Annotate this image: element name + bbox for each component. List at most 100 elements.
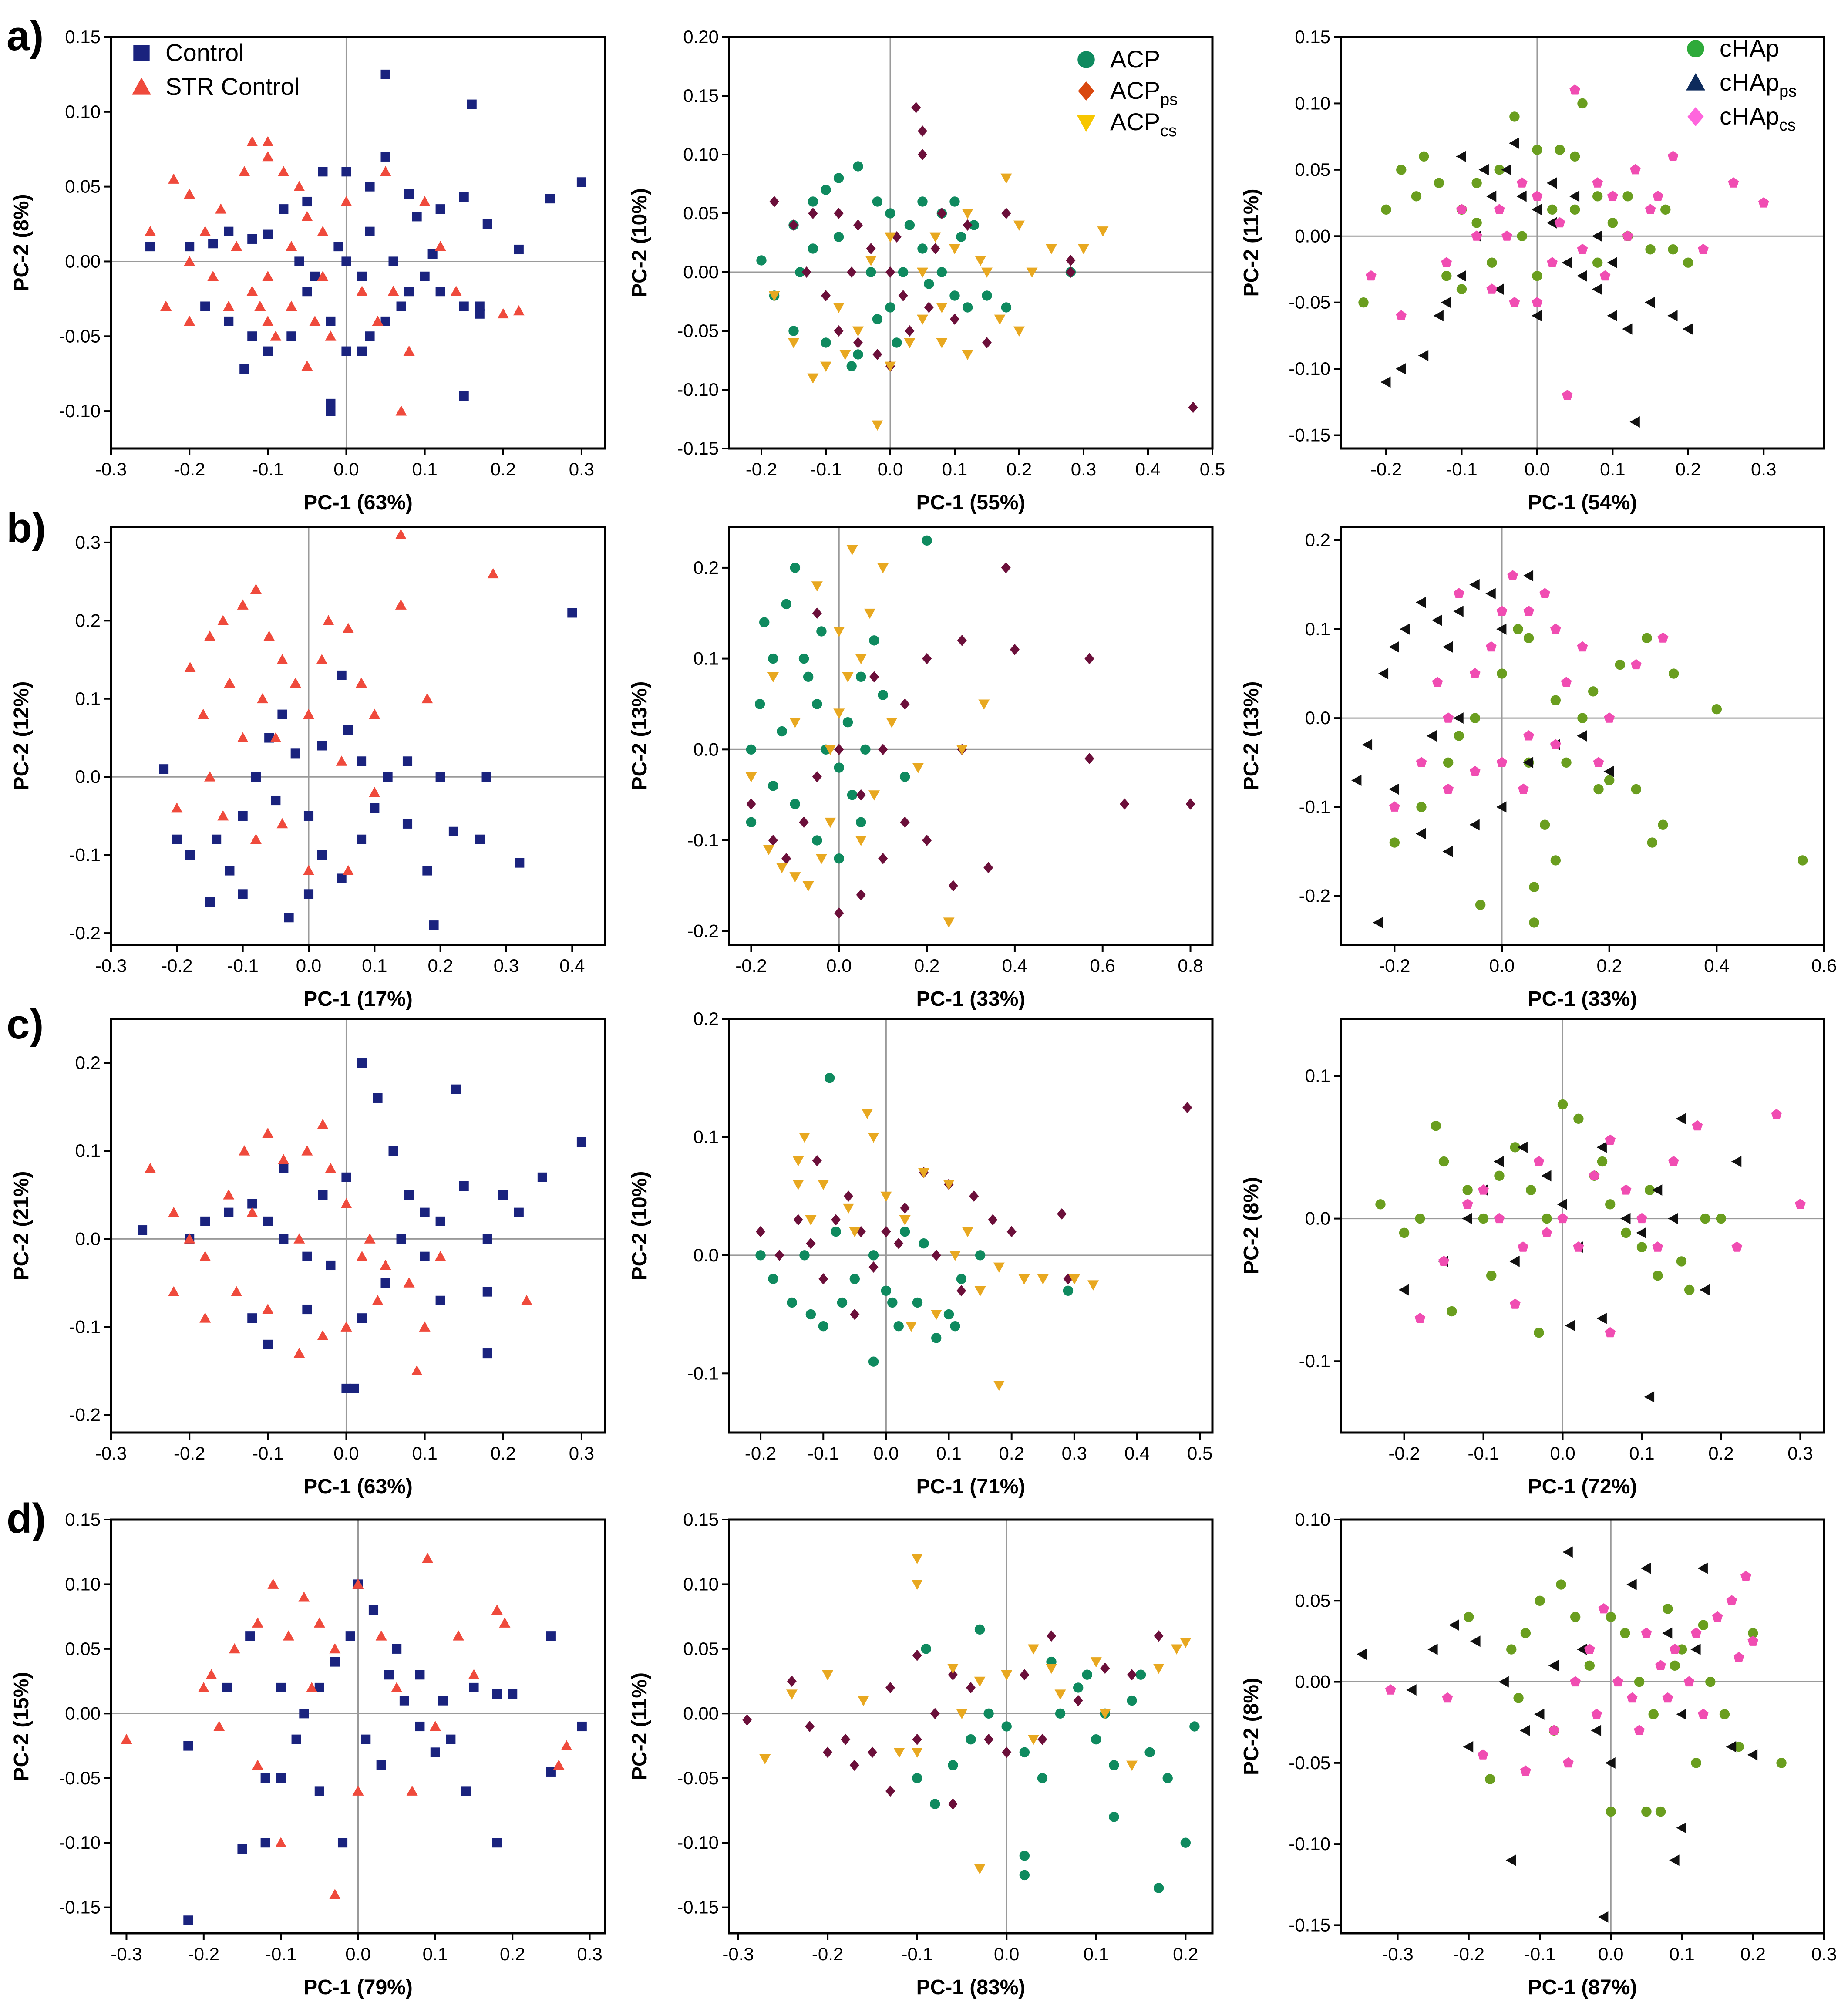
data-point xyxy=(808,243,818,254)
data-point xyxy=(930,1310,942,1320)
data-point xyxy=(341,1172,351,1182)
data-point xyxy=(974,1676,986,1687)
data-point xyxy=(1510,1142,1521,1153)
data-point xyxy=(974,1286,986,1297)
data-point xyxy=(521,1295,532,1305)
data-point xyxy=(1416,828,1426,839)
y-axis-title: PC-2 (11%) xyxy=(628,1672,651,1780)
data-point xyxy=(1351,775,1362,786)
data-point xyxy=(1389,837,1400,848)
data-point xyxy=(912,1773,922,1783)
y-tick-label: 0.1 xyxy=(1305,619,1330,639)
data-point xyxy=(420,1251,430,1261)
data-point xyxy=(801,266,811,278)
series-str-control xyxy=(171,529,499,875)
data-point xyxy=(508,1689,518,1699)
x-tick-label: -0.1 xyxy=(265,1944,296,1964)
data-point xyxy=(768,653,778,664)
data-point xyxy=(434,1251,446,1261)
data-point xyxy=(1733,1652,1744,1662)
chart-a1: -0.3 -0.2 -0.1 0.0 0.1 0.2 0.3 -0.10 -0.05 0.00 0.… xyxy=(10,27,606,514)
data-point xyxy=(482,1234,492,1244)
data-point xyxy=(1684,1284,1695,1295)
data-point xyxy=(1454,588,1464,598)
data-point xyxy=(1097,226,1109,237)
data-point xyxy=(238,811,248,821)
data-point xyxy=(1006,1226,1017,1237)
series-acpps xyxy=(769,102,1198,413)
data-point xyxy=(988,1214,998,1226)
data-point xyxy=(427,249,438,259)
data-point xyxy=(1057,1208,1067,1220)
data-point xyxy=(949,314,960,325)
data-point xyxy=(1591,1709,1602,1719)
data-point xyxy=(899,1226,910,1237)
data-point xyxy=(514,244,524,255)
data-point xyxy=(833,303,845,313)
data-point xyxy=(1153,1664,1165,1674)
data-point xyxy=(422,866,432,876)
data-point xyxy=(323,615,334,625)
data-point xyxy=(868,790,880,801)
data-point xyxy=(885,361,896,372)
x-tick-label: 0.3 xyxy=(577,1944,602,1964)
data-point xyxy=(205,1669,217,1679)
data-point xyxy=(962,1227,973,1237)
data-point xyxy=(1626,1579,1637,1591)
y-axis-title: PC-2 (11%) xyxy=(1240,189,1263,297)
plot-frame xyxy=(1340,1018,1825,1434)
data-point xyxy=(833,232,844,242)
data-point xyxy=(943,917,955,928)
data-point xyxy=(885,266,895,278)
data-point xyxy=(448,826,458,836)
x-tick-label: -0.1 xyxy=(252,459,283,479)
data-point xyxy=(1682,323,1693,335)
data-point xyxy=(326,316,336,326)
data-point xyxy=(912,763,924,774)
data-point xyxy=(1188,401,1198,413)
y-tick-label: -0.05 xyxy=(1289,1753,1330,1773)
data-point xyxy=(1644,1185,1655,1195)
data-point xyxy=(406,1785,418,1796)
data-point xyxy=(1434,178,1444,189)
data-point xyxy=(199,1251,211,1261)
data-point xyxy=(899,772,910,782)
legend-label: STR Control xyxy=(165,73,300,100)
data-point xyxy=(821,185,831,195)
data-point xyxy=(1389,801,1400,812)
data-point xyxy=(369,787,380,797)
data-point xyxy=(886,718,898,728)
y-axis-title: PC-2 (12%) xyxy=(10,681,33,791)
data-point xyxy=(224,1207,234,1217)
data-point xyxy=(1541,1227,1552,1237)
data-point xyxy=(403,1277,415,1288)
data-point xyxy=(1478,1184,1489,1195)
data-point xyxy=(301,211,313,221)
data-point xyxy=(459,1181,469,1191)
x-tick-label: 0.2 xyxy=(1740,1944,1766,1964)
data-point xyxy=(1432,614,1442,626)
data-point xyxy=(1438,1255,1449,1266)
data-point xyxy=(198,1682,209,1692)
data-point xyxy=(1508,137,1519,149)
data-point xyxy=(298,1591,310,1602)
data-point xyxy=(1577,98,1588,109)
y-tick-label: -0.10 xyxy=(1289,1834,1330,1854)
data-point xyxy=(898,290,908,301)
data-point xyxy=(1100,1662,1110,1674)
data-point xyxy=(1463,1741,1474,1753)
data-point xyxy=(1010,644,1020,655)
data-point xyxy=(1620,1184,1632,1195)
plot-frame xyxy=(110,1018,606,1434)
y-axis-title: PC-2 (15%) xyxy=(10,1672,33,1781)
data-point xyxy=(231,1286,242,1296)
panel-label-b: b) xyxy=(7,505,46,551)
data-point xyxy=(948,1760,958,1770)
y-tick-label: 0.1 xyxy=(75,688,101,709)
data-point xyxy=(204,630,215,641)
data-point xyxy=(396,301,406,311)
x-axis-title: PC-1 (83%) xyxy=(916,1976,1026,1999)
data-point xyxy=(1082,1669,1092,1680)
x-tick-label: -0.1 xyxy=(1468,1443,1499,1463)
data-point xyxy=(411,1365,423,1375)
